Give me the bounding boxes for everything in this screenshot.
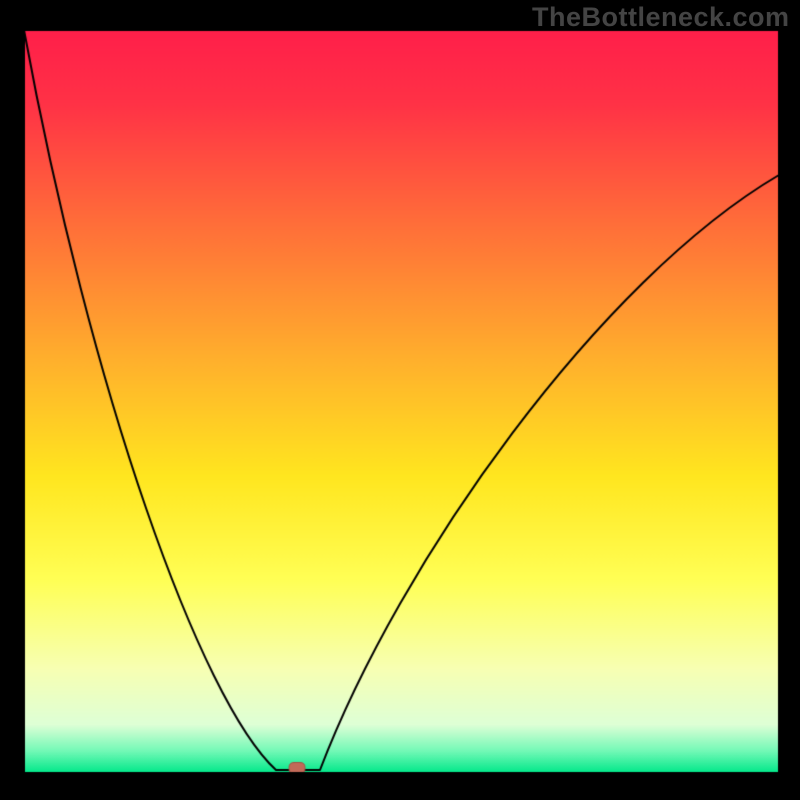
bottleneck-curve-layer <box>0 0 800 800</box>
chart-container: TheBottleneck.com <box>0 0 800 800</box>
